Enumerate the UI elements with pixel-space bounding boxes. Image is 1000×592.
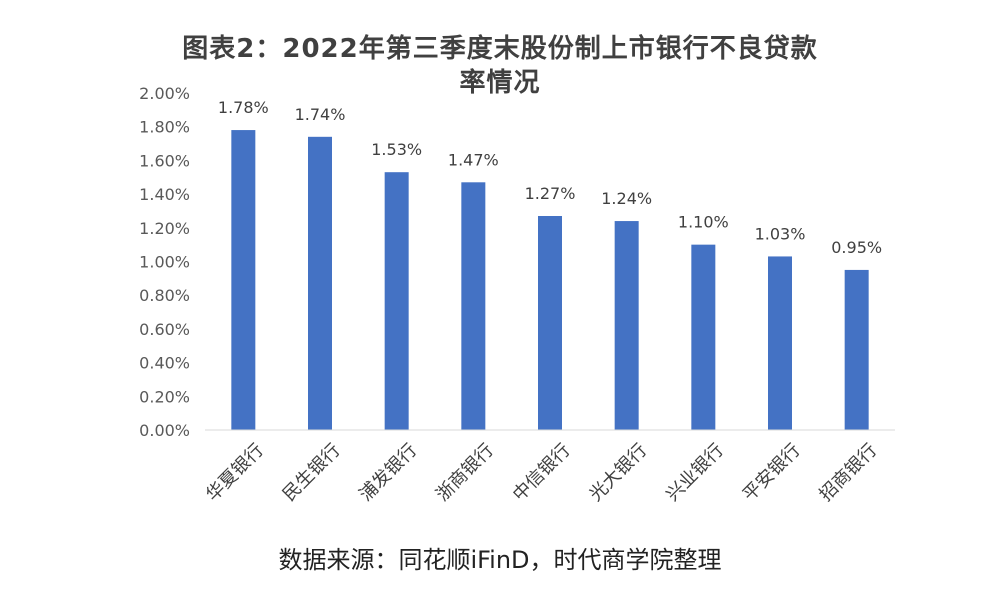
bar — [308, 136, 332, 430]
x-tick-label: 浙商银行 — [432, 440, 498, 506]
x-tick-label: 中信银行 — [509, 440, 575, 506]
y-tick-label: 0.40% — [139, 354, 190, 373]
data-label: 1.27% — [525, 184, 576, 203]
chart-title-line1: 图表2：2022年第三季度末股份制上市银行不良贷款 — [182, 34, 818, 64]
bar — [614, 221, 639, 430]
y-tick-label: 0.80% — [139, 286, 190, 305]
data-label: 1.74% — [295, 105, 346, 124]
x-tick-label: 华夏银行 — [202, 440, 268, 506]
bar — [461, 182, 486, 430]
chart-title-line2: 率情况 — [459, 68, 541, 98]
y-tick-label: 2.00% — [139, 84, 190, 103]
bar — [768, 256, 792, 430]
y-tick-label: 1.40% — [139, 185, 190, 204]
y-tick-label: 0.00% — [139, 421, 190, 440]
x-tick-label: 光大银行 — [585, 440, 651, 506]
y-tick-label: 1.80% — [139, 118, 190, 137]
data-label: 0.95% — [831, 238, 882, 257]
data-labels: 1.78% 1.74% 1.53% 1.47% 1.27% 1.24% 1.10% 1.03%… — [218, 98, 882, 257]
x-axis-labels: 华夏银行 民生银行 浦发银行 浙商银行 中信银行 光大银行 兴业银行 平安银行 招商银行 — [202, 440, 881, 506]
data-label: 1.24% — [601, 189, 652, 208]
y-tick-label: 1.60% — [139, 151, 190, 170]
data-label: 1.03% — [755, 224, 806, 243]
source-note: 数据来源：同花顺iFinD，时代商学院整理 — [278, 546, 722, 574]
bar-chart: 0.00% 0.20% 0.40% 0.60% 0.80% 1.00% 1.20% 1.40%… — [139, 84, 895, 506]
bars — [231, 130, 869, 430]
data-label: 1.78% — [218, 98, 269, 117]
x-tick-label: 兴业银行 — [662, 440, 728, 506]
y-tick-label: 0.20% — [139, 387, 190, 406]
data-label: 1.47% — [448, 150, 499, 169]
y-tick-label: 1.00% — [139, 253, 190, 272]
bar — [538, 216, 562, 430]
y-tick-label: 0.60% — [139, 320, 190, 339]
y-tick-label: 1.20% — [139, 219, 190, 238]
x-tick-label: 平安银行 — [739, 440, 805, 506]
bar — [844, 269, 869, 430]
x-tick-label: 民生银行 — [279, 440, 345, 506]
bar — [691, 244, 716, 430]
data-label: 1.10% — [678, 213, 729, 232]
bar — [384, 172, 409, 430]
data-label: 1.53% — [371, 140, 422, 159]
y-axis: 0.00% 0.20% 0.40% 0.60% 0.80% 1.00% 1.20% 1.40%… — [139, 84, 190, 440]
bar — [231, 130, 256, 430]
x-tick-label: 浦发银行 — [355, 440, 421, 506]
x-tick-label: 招商银行 — [815, 440, 881, 506]
